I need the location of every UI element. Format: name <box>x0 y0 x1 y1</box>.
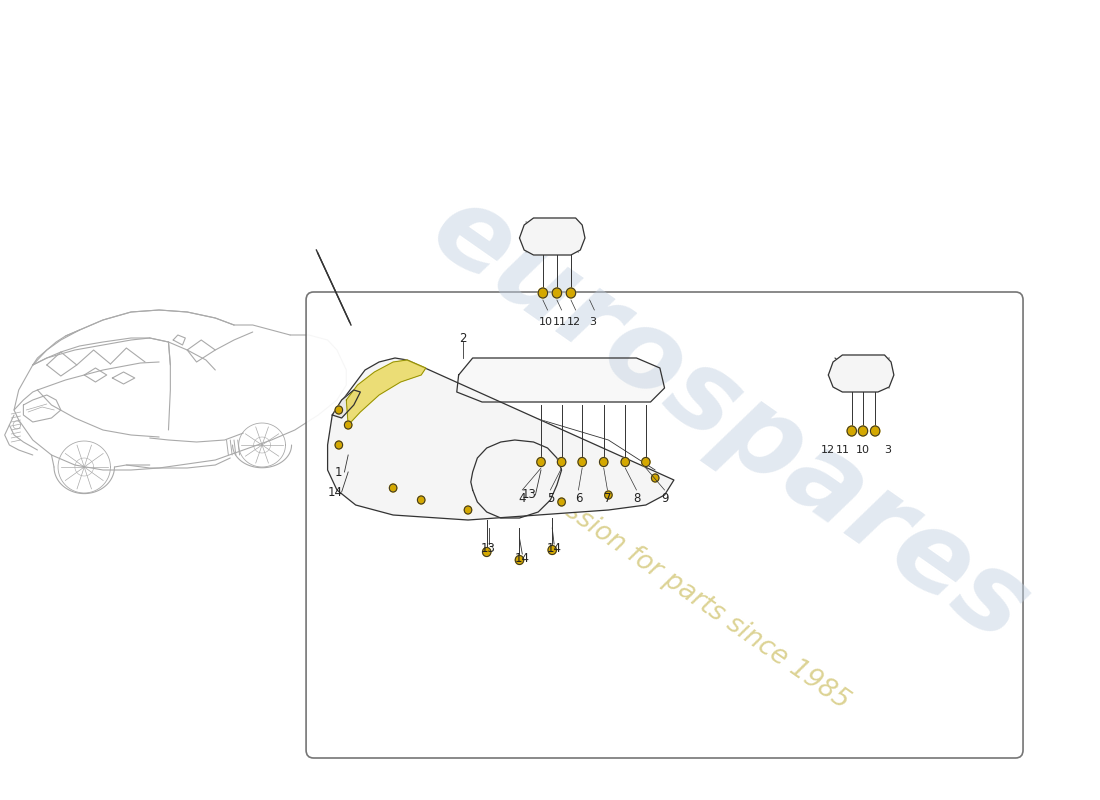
Text: eurospares: eurospares <box>411 174 1048 666</box>
Circle shape <box>483 547 491 557</box>
Text: 14: 14 <box>547 542 562 554</box>
Polygon shape <box>828 355 894 392</box>
Text: 13: 13 <box>521 489 537 502</box>
Circle shape <box>847 426 857 436</box>
Text: a passion for parts since 1985: a passion for parts since 1985 <box>513 465 854 715</box>
Text: 14: 14 <box>515 551 530 565</box>
Text: 14: 14 <box>328 486 342 498</box>
Text: 5: 5 <box>547 491 554 505</box>
Text: 13: 13 <box>481 542 496 554</box>
Text: 4: 4 <box>518 491 526 505</box>
Polygon shape <box>328 358 674 520</box>
Circle shape <box>621 458 629 466</box>
Polygon shape <box>471 440 562 518</box>
Circle shape <box>537 458 546 466</box>
Circle shape <box>515 555 524 565</box>
Polygon shape <box>346 360 426 425</box>
Circle shape <box>566 288 575 298</box>
Text: 11: 11 <box>552 317 567 327</box>
Text: 2: 2 <box>460 331 467 345</box>
Circle shape <box>548 546 557 554</box>
Circle shape <box>558 498 565 506</box>
Circle shape <box>641 458 650 466</box>
Text: 12: 12 <box>566 317 581 327</box>
Circle shape <box>600 458 608 466</box>
Circle shape <box>605 491 612 499</box>
Polygon shape <box>519 218 585 255</box>
Text: 9: 9 <box>661 491 669 505</box>
Text: 10: 10 <box>539 317 552 327</box>
Circle shape <box>464 506 472 514</box>
FancyBboxPatch shape <box>306 292 1023 758</box>
Text: 11: 11 <box>835 445 849 455</box>
Text: 3: 3 <box>588 317 596 327</box>
Circle shape <box>858 426 868 436</box>
Text: 1: 1 <box>336 466 342 478</box>
Circle shape <box>558 458 565 466</box>
Circle shape <box>651 474 659 482</box>
Circle shape <box>538 288 548 298</box>
Circle shape <box>344 421 352 429</box>
Circle shape <box>336 441 342 449</box>
Circle shape <box>552 288 562 298</box>
Text: 12: 12 <box>822 445 835 455</box>
Circle shape <box>870 426 880 436</box>
Text: 7: 7 <box>604 491 612 505</box>
Text: 8: 8 <box>632 491 640 505</box>
Circle shape <box>389 484 397 492</box>
Circle shape <box>418 496 425 504</box>
Text: 6: 6 <box>574 491 582 505</box>
Polygon shape <box>332 390 361 418</box>
Polygon shape <box>456 358 664 402</box>
Circle shape <box>578 458 586 466</box>
Text: 3: 3 <box>883 445 891 455</box>
Text: 10: 10 <box>856 445 870 455</box>
Circle shape <box>336 406 342 414</box>
